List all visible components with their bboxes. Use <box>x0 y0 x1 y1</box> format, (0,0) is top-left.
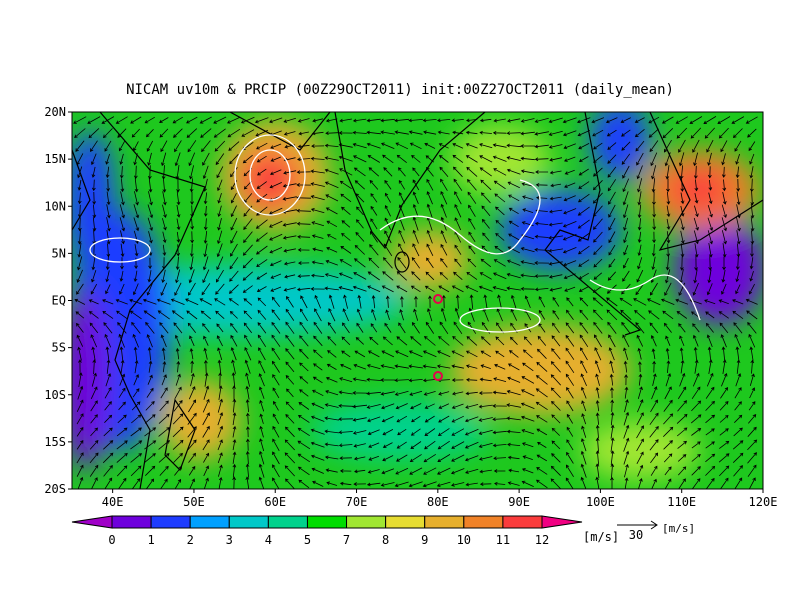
colorbar-segment <box>502 515 543 529</box>
vector-legend-arrow <box>617 520 658 530</box>
colorbar-end <box>71 515 113 529</box>
lon-label: 70E <box>346 495 368 509</box>
colorbar-segment <box>385 515 426 529</box>
colorbar-label: 11 <box>496 533 510 547</box>
colorbar-segment <box>463 515 504 529</box>
lon-label: 50E <box>183 495 205 509</box>
colorbar-segment <box>189 515 230 529</box>
colorbar-end <box>541 515 583 529</box>
coastlines <box>72 112 763 489</box>
colorbar-segment <box>150 515 191 529</box>
colorbar-label: 7 <box>343 533 350 547</box>
colorbar-segment <box>424 515 465 529</box>
colorbar-segment <box>228 515 269 529</box>
field-blobs <box>72 112 763 480</box>
vector-legend-unit: [m/s] <box>662 522 695 535</box>
station-marker <box>433 294 443 304</box>
colorbar-segment <box>306 515 348 529</box>
colorbar-label: 8 <box>382 533 389 547</box>
lon-label: 80E <box>427 495 449 509</box>
lat-label: 15N <box>44 152 66 166</box>
lat-label: 10N <box>44 199 66 213</box>
vector-legend-value: 30 <box>629 528 643 542</box>
map-title: NICAM uv10m & PRCIP (00Z29OCT2011) init:… <box>126 82 674 98</box>
lon-label: 60E <box>264 495 286 509</box>
lon-label: 90E <box>508 495 530 509</box>
lat-label: 20N <box>44 105 66 119</box>
lat-label: 20S <box>44 482 66 496</box>
station-marker <box>433 371 443 381</box>
colorbar-label: 3 <box>226 533 233 547</box>
lat-label: EQ <box>52 294 66 308</box>
colorbar-label: 4 <box>265 533 272 547</box>
colorbar-label: 10 <box>457 533 471 547</box>
colorbar-unit: [m/s] <box>583 530 619 544</box>
lon-label: 100E <box>586 495 615 509</box>
lat-label: 5N <box>52 246 66 260</box>
colorbar-segment <box>267 515 308 529</box>
colorbar-label: 12 <box>535 533 549 547</box>
colorbar-segment <box>111 515 152 529</box>
colorbar-segment <box>346 515 387 529</box>
colorbar-label: 1 <box>147 533 154 547</box>
colorbar-label: 9 <box>421 533 428 547</box>
lat-label: 10S <box>44 388 66 402</box>
lat-label: 5S <box>52 341 66 355</box>
lon-label: 40E <box>102 495 124 509</box>
colorbar-label: 2 <box>187 533 194 547</box>
colorbar-label: 5 <box>304 533 311 547</box>
lat-label: 15S <box>44 435 66 449</box>
colorbar-label: 0 <box>108 533 115 547</box>
lon-label: 120E <box>749 495 778 509</box>
lon-label: 110E <box>667 495 696 509</box>
precip-contours <box>89 134 701 333</box>
field <box>72 112 763 489</box>
